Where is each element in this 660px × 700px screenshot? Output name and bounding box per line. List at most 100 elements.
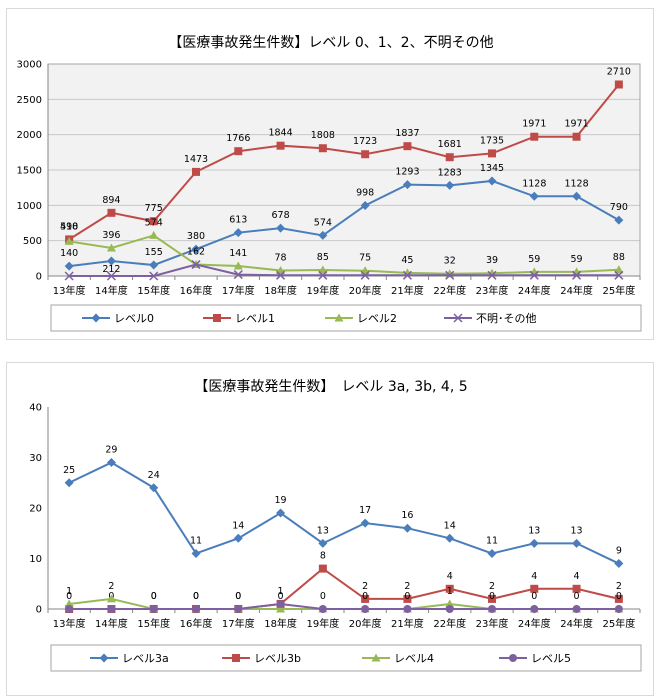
series-1-data-label: 1844 — [268, 128, 292, 139]
legend-label: レベル2 — [357, 312, 397, 325]
series-2-data-label: 59 — [571, 254, 583, 265]
x-tick-label: 24年度 — [518, 617, 551, 630]
legend-label: レベル4 — [394, 652, 434, 665]
series-2-point — [64, 236, 74, 245]
series-3b-data-label: 4 — [447, 571, 453, 582]
x-tick-label: 14年度 — [95, 617, 128, 630]
series-3b-point — [318, 564, 327, 573]
y-tick-label: 20 — [29, 504, 42, 515]
chart-panel-levels-3a-3b-4-5: 【医療事故発生件数】 レベル 3a, 3b, 4, 5 0 10 20 30 40 13年度… — [6, 362, 654, 696]
series-1-data-label: 1971 — [564, 119, 588, 130]
series-3a-data-label: 17 — [359, 505, 371, 516]
legend: レベル0 レベル1 レベル2 不明･その他 — [50, 304, 642, 332]
series-2-data-label: 45 — [401, 255, 413, 266]
series-2-data-label: 32 — [444, 256, 456, 267]
series-2-point — [149, 230, 159, 239]
series-3a-point — [614, 559, 624, 569]
series-5-point — [361, 605, 370, 613]
series-3b-point — [572, 584, 581, 593]
series-3b-data-label: 2 — [404, 581, 410, 592]
series-3b-data-label: 0 — [193, 591, 199, 602]
series-4-data-label: 0 — [320, 591, 326, 602]
series-series-point — [106, 271, 116, 281]
series-5-point — [234, 605, 243, 613]
series-4-point — [276, 604, 286, 613]
series-3a-point — [191, 548, 201, 558]
series-3a-point — [445, 533, 455, 543]
series-1-point — [192, 167, 200, 176]
series-3a-point — [106, 458, 116, 468]
series-5-point — [276, 599, 285, 608]
x-tick-label: 22年度 — [433, 617, 466, 630]
series-1: 518 894 775 1473 1766 1844 1808 1723 1837 1681 173… — [60, 66, 631, 244]
series-3a-line — [68, 461, 620, 565]
x-tick-label: 23年度 — [476, 284, 509, 297]
series-1-point — [318, 144, 327, 153]
series-3b-data-label: 4 — [531, 571, 537, 582]
chart-title: 【医療事故発生件数】レベル 0、1、2、不明その他 — [168, 34, 493, 51]
x-tick-label: 15年度 — [137, 617, 170, 630]
series-0-data-label: 1293 — [395, 167, 419, 178]
legend-swatch-marker — [99, 653, 109, 663]
series-0-data-label: 140 — [60, 248, 78, 259]
series-1-data-label: 2710 — [607, 66, 631, 77]
series-2-data-label: 75 — [359, 253, 371, 264]
series-3b-point — [488, 594, 496, 603]
series-3a-data-label: 11 — [486, 535, 498, 546]
series-4-data-label: 0 — [151, 591, 157, 602]
series-1-data-label: 1766 — [226, 133, 250, 144]
legend-swatch-marker — [509, 654, 517, 662]
series-0-data-label: 1128 — [564, 178, 588, 189]
series-series — [64, 260, 624, 281]
series-0-data-label: 790 — [610, 202, 628, 213]
series-3a-point — [360, 518, 370, 528]
series-1-point — [614, 80, 623, 89]
series-0-point — [233, 228, 243, 238]
legend-swatch-marker — [213, 314, 221, 322]
series-0-point — [487, 176, 497, 186]
series-0-point — [572, 191, 582, 201]
legend-item: レベル1 — [203, 312, 275, 325]
x-tick-label: 23年度 — [476, 617, 509, 630]
series-3a-point — [233, 533, 243, 543]
series-3b-point — [403, 594, 412, 603]
series-4-point — [445, 599, 455, 608]
series-2: 490 396 574 162 141 78 85 75 45 32 39 59 59 88 — [60, 217, 625, 278]
x-tick-label: 17年度 — [222, 284, 255, 297]
series-3a-data-label: 13 — [528, 525, 540, 536]
x-tick-label: 20年度 — [349, 284, 382, 297]
legend-box — [50, 644, 642, 672]
series-2-point — [233, 261, 243, 270]
series-2-data-label: 59 — [528, 254, 540, 265]
series-2-data-label: 85 — [317, 252, 329, 263]
series-2-point — [318, 265, 328, 274]
series-3a-data-label: 11 — [190, 535, 202, 546]
series-3b-data-label: 2 — [362, 581, 368, 592]
series-series-point — [402, 270, 412, 280]
series-4-point — [106, 594, 116, 603]
series-1-data-label: 1808 — [311, 130, 335, 141]
x-tick-label: 24年度 — [560, 617, 593, 630]
chart-svg: 【医療事故発生件数】レベル 0、1、2、不明その他 0 500 1000 1500 200… — [17, 34, 642, 332]
series-5-point — [614, 605, 623, 613]
series-series-point — [276, 270, 286, 280]
series-3a-point — [529, 538, 539, 548]
series-4: 1 20 0 0 0 0 0 0 1 0 0 0 0 — [64, 581, 624, 613]
series-0-data-label: 380 — [187, 231, 205, 242]
series-2-data-label: 574 — [145, 217, 163, 228]
legend-item: レベル5 — [499, 652, 571, 665]
series-3b-data-label: 4 — [574, 571, 580, 582]
series-1-data-label: 1735 — [480, 135, 504, 146]
series-1-point — [149, 217, 158, 226]
series-series-point — [360, 270, 370, 280]
legend-swatch-marker — [371, 653, 381, 662]
series-1-point — [530, 132, 539, 141]
series-3a-data-label: 16 — [401, 510, 413, 521]
series-3a-point — [572, 538, 582, 548]
series-1-point — [361, 150, 370, 159]
series-5-point — [107, 605, 116, 613]
series-0-data-label: 574 — [314, 217, 332, 228]
x-tick-label: 18年度 — [264, 617, 297, 630]
x-tick-label: 16年度 — [180, 284, 213, 297]
x-tick-label: 20年度 — [349, 617, 382, 630]
